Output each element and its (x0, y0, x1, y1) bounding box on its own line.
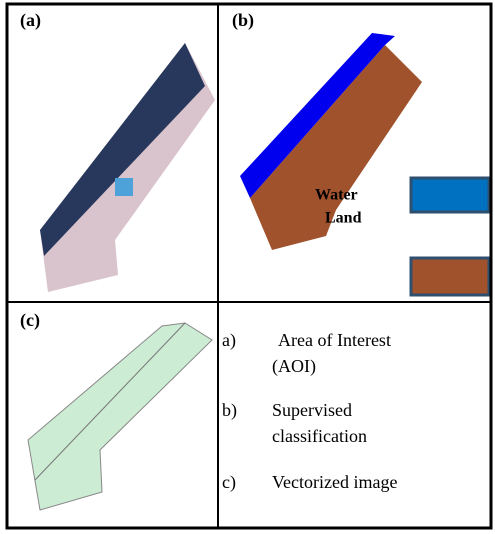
legend-land-swatch (411, 258, 489, 295)
aoi-marker (115, 178, 133, 196)
page: (a) (b) (c) Water Land a) Area of Intere… (0, 0, 495, 534)
caption-marker: b) (222, 400, 237, 421)
caption-marker: c) (222, 472, 236, 493)
panel-label: (b) (232, 10, 254, 31)
caption-text: (AOI) (272, 356, 316, 377)
legend-label: Water (315, 187, 358, 204)
legend-water-swatch (411, 178, 489, 212)
panel-label: (a) (20, 10, 41, 31)
figure: (a) (b) (c) Water Land a) Area of Intere… (0, 0, 495, 534)
panel-label: (c) (20, 310, 40, 331)
caption-text: Supervised (272, 400, 352, 420)
caption-text: Area of Interest (278, 330, 391, 350)
legend-label: Land (325, 210, 362, 227)
caption-text: Vectorized image (272, 472, 397, 492)
caption-marker: a) (222, 330, 236, 351)
caption-text: classification (272, 426, 367, 446)
